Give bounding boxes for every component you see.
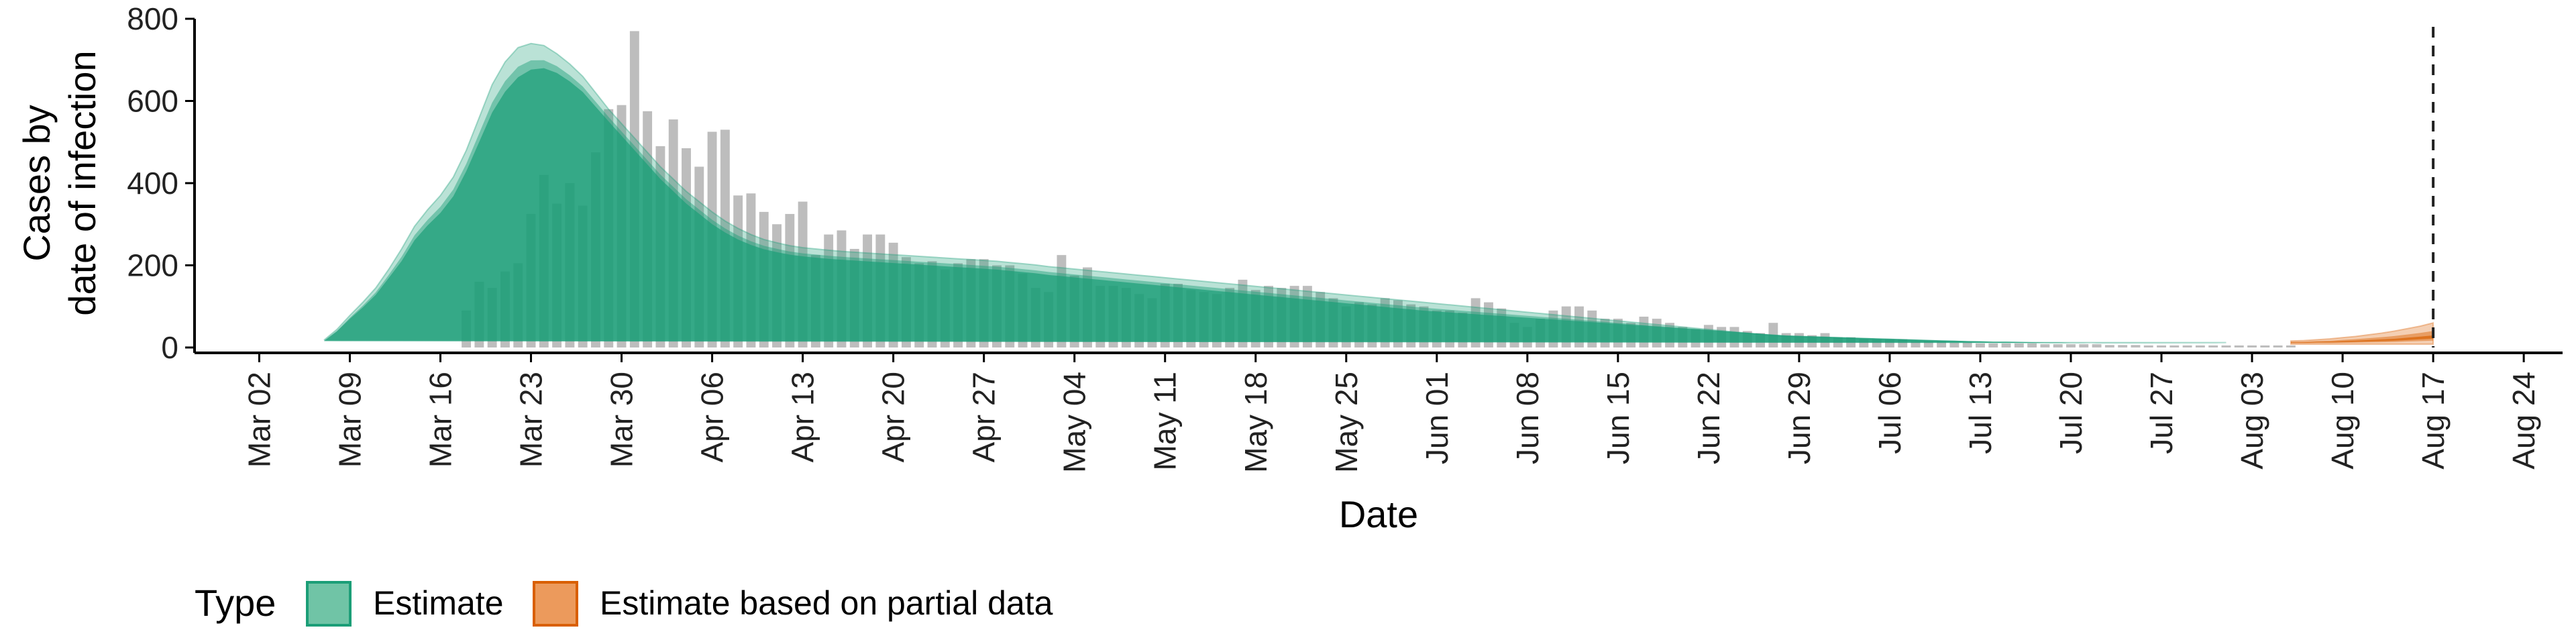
y-axis-title-line-1: Cases by bbox=[15, 105, 58, 261]
case-bar bbox=[2157, 345, 2166, 347]
case-bar bbox=[2027, 343, 2037, 348]
case-bar bbox=[1911, 341, 1921, 347]
case-bar bbox=[2092, 344, 2102, 347]
legend: Type Estimate Estimate based on partial … bbox=[195, 581, 1053, 627]
x-tick-label: Jun 22 bbox=[1691, 372, 1726, 464]
case-bar bbox=[1988, 343, 1998, 348]
case-bar bbox=[2195, 345, 2205, 347]
x-tick-label: Jun 08 bbox=[1510, 372, 1545, 464]
x-tick-label: Aug 24 bbox=[2506, 372, 2541, 470]
y-tick-label: 0 bbox=[161, 330, 178, 365]
case-bar bbox=[2169, 345, 2180, 347]
case-bar bbox=[1962, 342, 1972, 347]
case-bar bbox=[2014, 343, 2024, 348]
case-bar bbox=[2221, 345, 2231, 347]
legend-label-partial: Estimate based on partial data bbox=[600, 584, 1053, 622]
case-bar bbox=[2131, 345, 2141, 347]
x-tick-label: Apr 20 bbox=[876, 372, 911, 463]
case-bar bbox=[2118, 345, 2128, 347]
case-bar bbox=[2286, 345, 2296, 347]
x-tick-label: Apr 06 bbox=[695, 372, 730, 463]
case-bar bbox=[2234, 345, 2244, 347]
y-tick-label: 400 bbox=[127, 166, 178, 201]
case-bar bbox=[1937, 341, 1947, 347]
x-tick-label: May 04 bbox=[1057, 372, 1092, 473]
x-axis-title: Date bbox=[1339, 493, 1418, 535]
legend-label-estimate: Estimate bbox=[373, 584, 504, 622]
x-tick-label: May 25 bbox=[1329, 372, 1364, 473]
x-tick-label: Jul 06 bbox=[1872, 372, 1907, 454]
y-tick-label: 600 bbox=[127, 84, 178, 119]
case-bar bbox=[1949, 342, 1960, 347]
case-bar bbox=[2040, 344, 2050, 347]
x-tick-label: Mar 16 bbox=[423, 372, 458, 468]
x-tick-label: Jun 15 bbox=[1601, 372, 1635, 464]
legend-swatch-estimate bbox=[306, 581, 352, 627]
axes: 0 200 400 600 800 Mar 02 Mar 09 Mar 16 Mar 23 Mar… bbox=[127, 1, 2563, 473]
x-tick-label: Apr 27 bbox=[967, 372, 1002, 463]
case-bar bbox=[2053, 344, 2063, 347]
case-bar bbox=[2079, 344, 2089, 347]
partial-estimate-ribbon bbox=[2290, 321, 2434, 345]
x-tick-label: Apr 13 bbox=[786, 372, 820, 463]
case-bar bbox=[2104, 345, 2114, 347]
y-tick-label: 800 bbox=[127, 1, 178, 36]
case-bar bbox=[2260, 345, 2270, 347]
case-bar bbox=[2247, 345, 2257, 347]
legend-title: Type bbox=[195, 582, 276, 624]
x-tick-label: Mar 02 bbox=[241, 372, 276, 468]
partial-band-20 bbox=[2290, 335, 2434, 343]
x-tick-label: Jul 20 bbox=[2053, 372, 2088, 454]
x-tick-label: Aug 03 bbox=[2235, 372, 2269, 470]
legend-swatch-partial bbox=[533, 581, 578, 627]
x-tick-label: Mar 09 bbox=[332, 372, 367, 468]
case-bar bbox=[1976, 343, 1985, 348]
x-tick-label: Jun 01 bbox=[1419, 372, 1454, 464]
y-axis-title-line-2: date of infection bbox=[61, 50, 103, 315]
x-tick-label: May 18 bbox=[1238, 372, 1273, 473]
x-tick-label: Mar 30 bbox=[604, 372, 639, 468]
y-axis-title: Cases by date of infection bbox=[15, 50, 103, 315]
x-tick-label: Jun 29 bbox=[1782, 372, 1817, 464]
x-tick-label: Jul 13 bbox=[1963, 372, 1998, 454]
case-bar bbox=[2208, 345, 2218, 347]
case-bar bbox=[2182, 345, 2192, 347]
case-bar bbox=[2273, 345, 2283, 347]
x-tick-label: Aug 10 bbox=[2325, 372, 2360, 470]
x-tick-label: Mar 23 bbox=[514, 372, 549, 468]
x-tick-label: May 11 bbox=[1148, 372, 1183, 470]
case-bar bbox=[2143, 345, 2153, 347]
x-tick-label: Jul 27 bbox=[2144, 372, 2179, 454]
case-bar bbox=[2066, 344, 2076, 347]
x-tick-label: Aug 17 bbox=[2416, 372, 2451, 470]
estimate-ribbon bbox=[323, 42, 2226, 343]
case-bar bbox=[2001, 343, 2011, 348]
case-bar bbox=[1923, 341, 1933, 347]
y-tick-label: 200 bbox=[127, 248, 178, 283]
estimate-band-20 bbox=[323, 68, 2226, 343]
